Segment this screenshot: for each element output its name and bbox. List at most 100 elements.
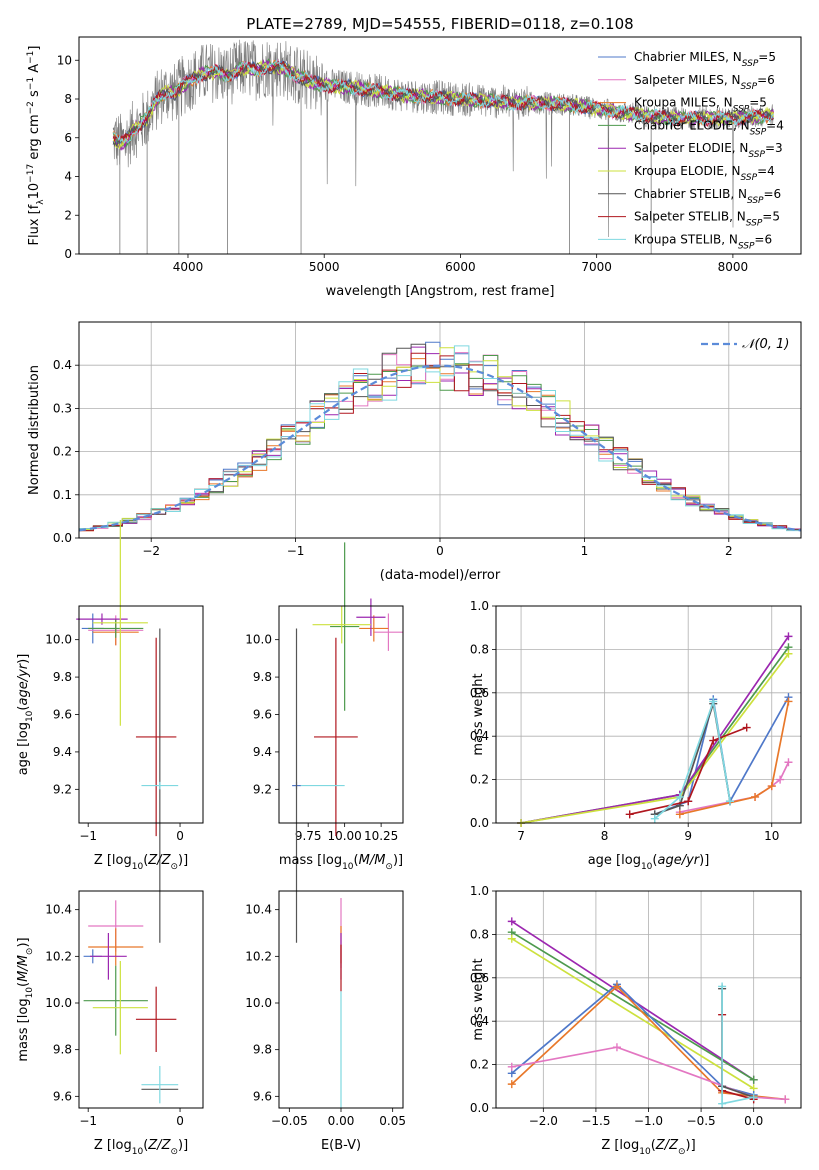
gaussian-reference-line <box>79 364 801 532</box>
x-tick-label: 9 <box>684 829 692 843</box>
y-axis-label: mass weight <box>471 958 486 1040</box>
y-tick-label: 10.4 <box>45 903 72 917</box>
legend-label: Chabrier MILES, NSSP=5 <box>634 50 776 69</box>
y-tick-label: 9.6 <box>53 708 72 722</box>
legend-label: Salpeter MILES, NSSP=6 <box>634 73 775 92</box>
observed-spectrum-line <box>112 39 774 238</box>
x-tick-label: 0.00 <box>328 1114 355 1128</box>
y-tick-label: 0.6 <box>470 971 489 985</box>
mass-weight-marker <box>709 697 718 706</box>
y-tick-label: 9.6 <box>53 1089 72 1103</box>
x-tick-label: 10.25 <box>364 829 398 843</box>
x-tick-label: 0 <box>176 829 184 843</box>
y-tick-label: 9.2 <box>253 782 272 796</box>
y-axis-label: mass [log10(M/M⊙)] <box>16 937 35 1061</box>
y-tick-label: 10.0 <box>45 996 72 1010</box>
y-tick-label: 10 <box>57 53 72 67</box>
y-tick-label: 9.4 <box>53 745 72 759</box>
mass-weight-marker <box>675 792 684 801</box>
x-tick-label: 0 <box>436 544 444 558</box>
y-axis-label: age [log10(age/yr)] <box>16 654 35 776</box>
y-tick-label: 0 <box>64 247 72 261</box>
axes-frame <box>78 321 802 539</box>
y-tick-label: 0.2 <box>470 773 489 787</box>
figure-title: PLATE=2789, MJD=54555, FIBERID=0118, z=0… <box>246 15 633 33</box>
y-tick-label: 8 <box>64 92 72 106</box>
mass-weight-marker <box>742 723 751 732</box>
y-tick-label: 0.2 <box>470 1058 489 1072</box>
y-tick-label: 9.8 <box>53 1043 72 1057</box>
mass-weight-marker <box>784 632 793 641</box>
histogram-step-line <box>79 352 801 532</box>
mass-weight-line <box>520 635 790 824</box>
mass-weight-marker <box>749 1075 758 1084</box>
mass-weight-marker <box>784 697 793 706</box>
mass-weight-line <box>629 726 748 816</box>
legend-label: Kroupa STELIB, NSSP=6 <box>634 232 772 251</box>
mass-weight-line <box>511 931 755 1081</box>
mass-weight-marker <box>507 1062 516 1071</box>
axes-frame <box>78 605 204 824</box>
mass-weight-marker <box>718 982 727 991</box>
mass-weight-marker <box>776 775 785 784</box>
y-tick-label: 10.4 <box>245 903 272 917</box>
y-tick-label: 0.6 <box>470 686 489 700</box>
y-tick-label: 0.4 <box>53 358 72 372</box>
mass-weight-line <box>511 937 755 1090</box>
y-tick-label: 0.0 <box>53 531 72 545</box>
mass-weight-marker <box>612 982 621 991</box>
mass-weight-marker <box>507 917 516 926</box>
y-tick-label: 4 <box>64 170 72 184</box>
y-tick-label: 0.1 <box>53 488 72 502</box>
x-axis-label: Z [log10(Z/Z⊙)] <box>94 1138 188 1157</box>
y-tick-label: 9.4 <box>253 745 272 759</box>
legend-label: Kroupa ELODIE, NSSP=4 <box>634 164 775 183</box>
mass-weight-vs-age-panel: 7 8 9 10 0.0 0.2 0.4 0.6 0.8 1.0 age [log10(age/yr… <box>470 599 802 872</box>
mass-weight-marker <box>612 1043 621 1052</box>
model-spectrum-line <box>112 60 774 148</box>
y-tick-label: 0.0 <box>470 1101 489 1115</box>
x-tick-label: −1.0 <box>634 1114 663 1128</box>
y-axis-label: mass weight <box>471 673 486 755</box>
axes-frame <box>495 605 802 824</box>
mass-weight-line <box>511 1046 786 1101</box>
axes-frame <box>78 36 802 255</box>
y-tick-label: 9.6 <box>253 1089 272 1103</box>
y-tick-label: 0.4 <box>470 729 489 743</box>
x-axis-label: mass [log10(M/M⊙)] <box>279 853 403 872</box>
x-tick-label: 2 <box>725 544 733 558</box>
y-tick-label: 9.2 <box>53 782 72 796</box>
y-tick-label: 0.8 <box>470 927 489 941</box>
axes-frame <box>78 890 204 1109</box>
mass-weight-marker <box>507 1080 516 1089</box>
legend-label: Chabrier ELODIE, NSSP=4 <box>634 118 784 137</box>
mass-weight-line <box>654 701 731 820</box>
plot-area <box>79 341 801 532</box>
mass-weight-marker <box>749 1093 758 1102</box>
axes-frame <box>278 890 404 1109</box>
histogram-step-line <box>79 345 801 532</box>
mass-weight-line <box>520 646 790 824</box>
x-tick-label: −0.5 <box>687 1114 716 1128</box>
x-tick-label: 10.00 <box>327 829 361 843</box>
mass-weight-marker <box>625 810 634 819</box>
mass-weight-vs-metallicity-panel: −2.0 −1.5 −1.0 −0.5 0.0 0.0 0.2 0.4 0.6 0.8 1.0 Z [… <box>470 884 802 1157</box>
plot-area <box>112 39 774 254</box>
mass-weight-marker <box>781 1095 790 1104</box>
x-tick-label: −1 <box>79 1114 97 1128</box>
y-tick-label: 0.4 <box>470 1014 489 1028</box>
mass-weight-marker <box>718 1099 727 1108</box>
x-tick-label: −2.0 <box>529 1114 558 1128</box>
x-axis-label: wavelength [Angstrom, rest frame] <box>326 284 555 299</box>
x-tick-label: 0.0 <box>744 1114 763 1128</box>
x-tick-label: 1 <box>581 544 589 558</box>
model-spectrum-line <box>112 60 774 142</box>
mass-weight-marker <box>725 797 734 806</box>
x-tick-label: 0.05 <box>379 1114 406 1128</box>
mass-weight-marker <box>675 810 684 819</box>
x-tick-label: −0.05 <box>271 1114 308 1128</box>
y-tick-label: 9.8 <box>53 670 72 684</box>
x-tick-label: 4000 <box>173 260 204 274</box>
x-tick-label: −1.5 <box>581 1114 610 1128</box>
